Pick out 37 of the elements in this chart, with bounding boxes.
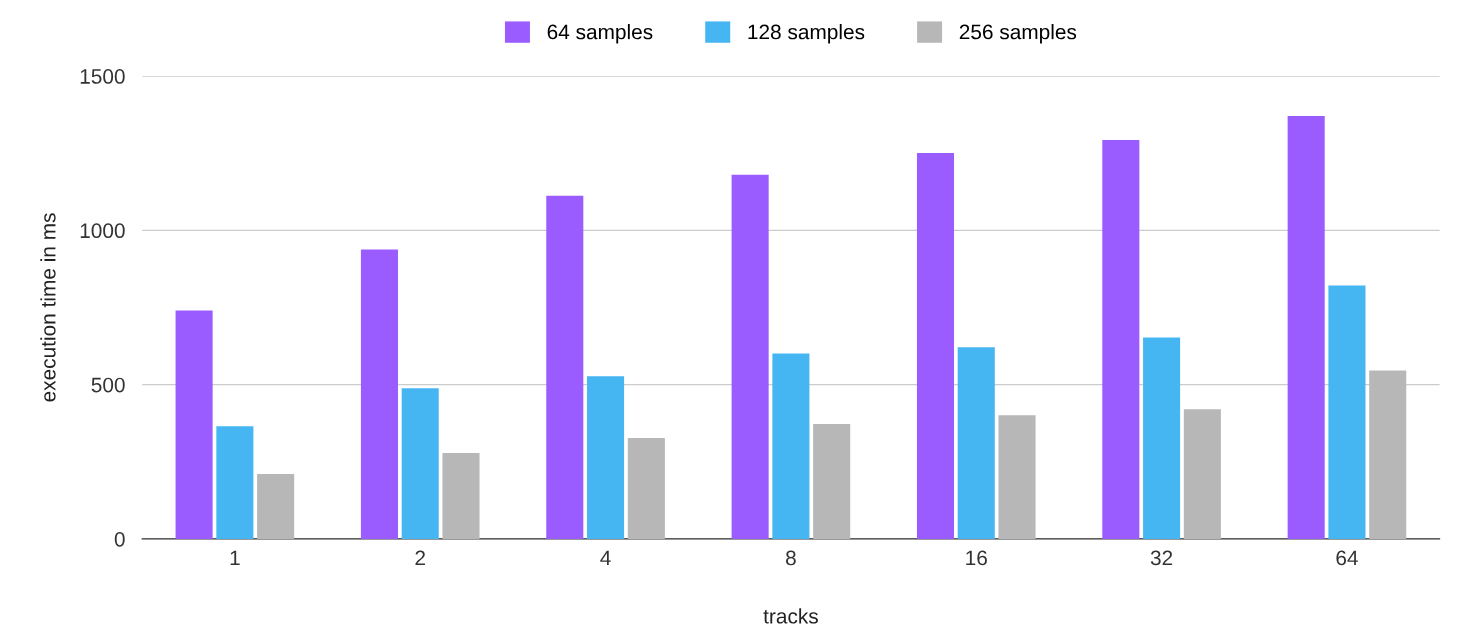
x-tick-label: 2 [415,550,425,566]
bar [998,415,1036,539]
bar [916,152,955,539]
bar [1102,139,1140,539]
x-axis-title: tracks [763,608,818,624]
bar [1287,115,1325,539]
bar [546,195,584,539]
bar [1328,285,1366,539]
bar [257,474,295,539]
y-tick-label: 0 [114,531,125,547]
bar [957,347,995,539]
legend-label: 256 samples [959,24,1077,44]
legend-label: 128 samples [748,24,865,44]
x-tick-label: 16 [966,550,987,566]
x-tick-label: 64 [1336,550,1358,566]
x-tick-label: 4 [600,550,611,566]
bar [1183,409,1221,539]
bar [1369,370,1407,539]
bar [360,249,398,539]
bar [627,438,665,539]
legend-label: 64 samples [547,24,653,44]
bar [442,453,480,539]
bar [216,426,254,539]
bar [401,388,439,539]
x-tick-label: 1 [230,550,240,566]
bar [175,310,213,539]
y-tick-label: 1500 [80,69,125,84]
bar [772,353,810,539]
x-tick-label: 32 [1150,550,1173,566]
y-tick-label: 1000 [80,223,125,239]
bar [731,174,769,539]
y-tick-label: 500 [91,377,125,393]
x-tick-label: 8 [786,550,796,566]
bar [1143,337,1181,539]
bar [587,376,625,539]
bar [813,424,851,539]
y-axis-title: execution time in ms [40,213,56,402]
